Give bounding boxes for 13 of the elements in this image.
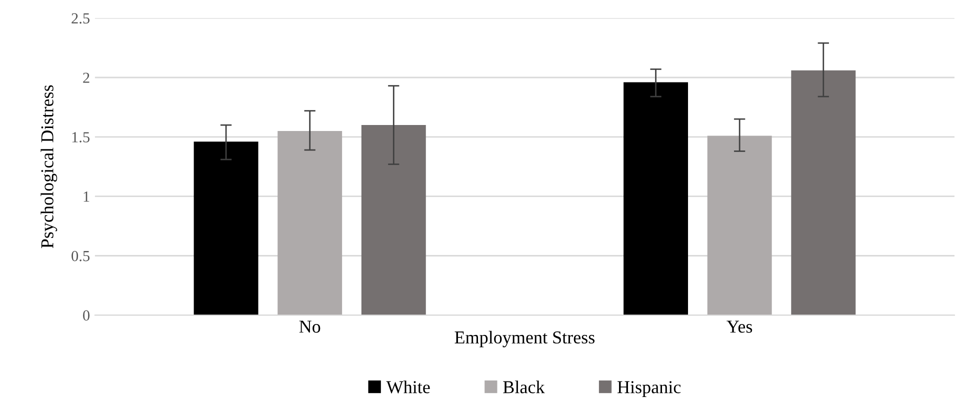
y-tick-label: 1.5 bbox=[72, 132, 90, 142]
x-tick-label: Yes bbox=[726, 320, 752, 333]
y-tick-label: 2.5 bbox=[72, 13, 90, 24]
legend-label: Black bbox=[503, 380, 545, 394]
legend-label: White bbox=[386, 380, 430, 394]
y-tick-label: 2 bbox=[83, 72, 90, 83]
legend-label: Hispanic bbox=[618, 381, 681, 397]
y-tick-label: 0.5 bbox=[72, 250, 90, 262]
y-axis-title: Psychological Distress bbox=[40, 85, 58, 248]
y-tick-label: 0 bbox=[83, 310, 90, 321]
x-tick-label: No bbox=[299, 320, 320, 333]
y-tick-label: 1 bbox=[84, 192, 90, 202]
x-axis-title: Employment Stress bbox=[454, 330, 595, 348]
